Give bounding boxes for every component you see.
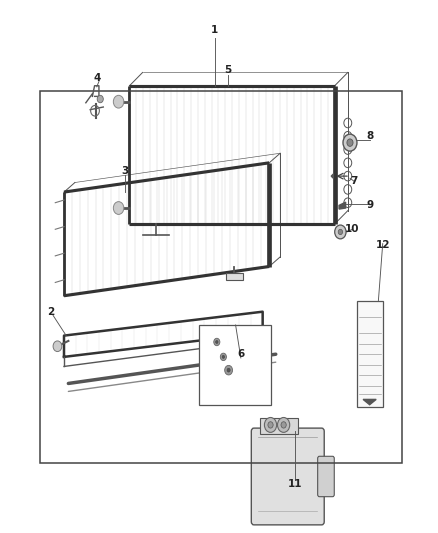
Circle shape	[335, 225, 346, 239]
Text: 1: 1	[211, 25, 218, 35]
Text: 3: 3	[121, 166, 129, 176]
Circle shape	[220, 353, 226, 361]
FancyBboxPatch shape	[318, 456, 334, 497]
Circle shape	[278, 417, 290, 432]
Bar	[40, 91, 403, 463]
Bar	[226, 273, 243, 280]
Circle shape	[225, 366, 233, 375]
Polygon shape	[363, 399, 376, 405]
Circle shape	[97, 95, 103, 103]
Bar	[199, 325, 272, 405]
Circle shape	[338, 229, 343, 235]
Polygon shape	[331, 174, 333, 178]
Circle shape	[215, 341, 218, 343]
Text: 9: 9	[366, 200, 373, 211]
Circle shape	[227, 368, 230, 372]
Circle shape	[214, 338, 220, 346]
Text: 8: 8	[366, 131, 373, 141]
Text: 2: 2	[47, 306, 54, 317]
Circle shape	[343, 134, 357, 151]
Circle shape	[268, 422, 273, 428]
Circle shape	[53, 341, 62, 352]
Circle shape	[222, 356, 225, 358]
Polygon shape	[339, 202, 346, 209]
Bar	[357, 301, 383, 407]
Bar	[261, 418, 298, 434]
Circle shape	[113, 95, 124, 108]
Circle shape	[347, 139, 353, 147]
Text: 7: 7	[351, 176, 358, 187]
Text: 5: 5	[224, 65, 231, 75]
Circle shape	[265, 417, 277, 432]
Text: 4: 4	[93, 73, 100, 83]
Text: 11: 11	[288, 480, 303, 489]
Circle shape	[113, 201, 124, 214]
Circle shape	[281, 422, 286, 428]
Text: 12: 12	[375, 240, 390, 250]
Text: 10: 10	[345, 224, 360, 235]
Text: 6: 6	[237, 349, 244, 359]
FancyBboxPatch shape	[251, 428, 324, 525]
